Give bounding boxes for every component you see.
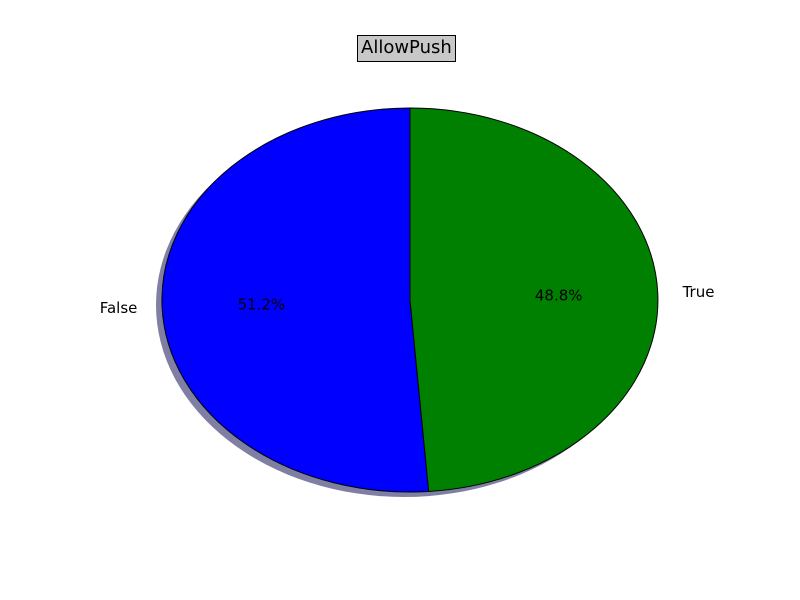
- pie-slices: [161, 107, 659, 493]
- pie-slice-true: [409, 107, 659, 492]
- pie-slice-false: [161, 107, 430, 493]
- slice-percent-false: 51.2%: [237, 295, 285, 313]
- chart-title: AllowPush: [357, 35, 456, 62]
- slice-label-true: True: [682, 283, 715, 301]
- slice-percent-true: 48.8%: [535, 287, 583, 305]
- slice-label-false: False: [100, 299, 138, 317]
- pie-labels: False 51.2% True 48.8%: [100, 283, 715, 317]
